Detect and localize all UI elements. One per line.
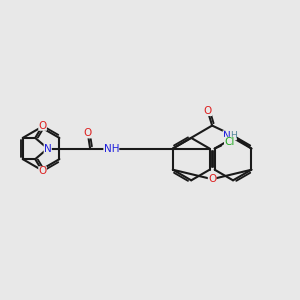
- Text: O: O: [38, 167, 47, 176]
- Text: Cl: Cl: [224, 137, 235, 147]
- Text: O: O: [208, 174, 216, 184]
- Text: O: O: [84, 128, 92, 138]
- Text: O: O: [204, 106, 212, 116]
- Text: H: H: [230, 131, 237, 140]
- Text: NH: NH: [103, 143, 119, 154]
- Text: N: N: [44, 143, 52, 154]
- Text: O: O: [38, 121, 47, 130]
- Text: N: N: [223, 130, 231, 141]
